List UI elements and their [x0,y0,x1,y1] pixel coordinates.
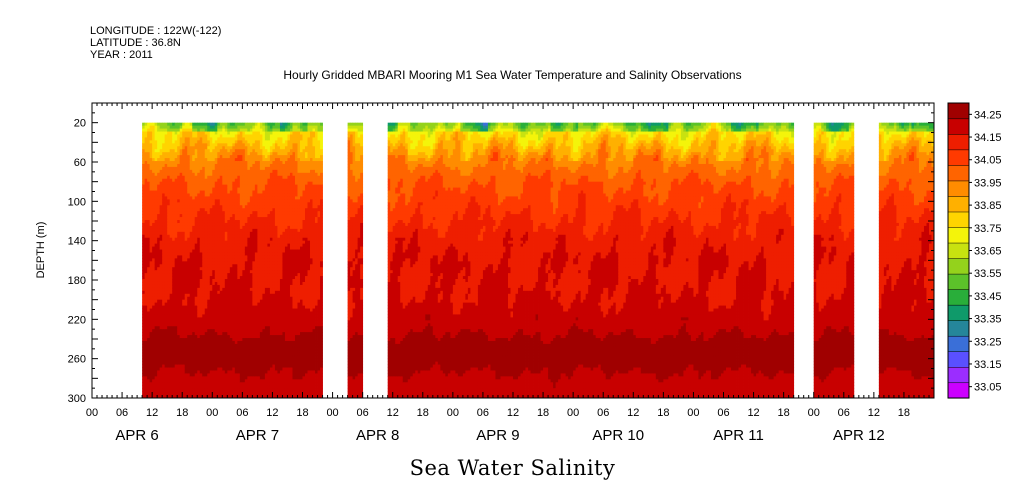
colorbar-swatch [947,133,970,151]
colorbar-level-label: 33.15 [974,359,1002,371]
x-hour-tick-label: 06 [597,407,609,419]
colorbar-swatch [947,320,970,337]
y-tick-label: 20 [74,118,86,130]
colorbar-swatch [947,289,970,306]
chart-title: Hourly Gridded MBARI Mooring M1 Sea Wate… [0,68,1009,82]
y-axis-label: DEPTH (m) [35,222,47,279]
x-hour-tick-label: 18 [537,407,549,419]
colorbar-swatch [947,164,970,182]
x-hour-tick-label: 12 [747,407,759,419]
x-hour-tick-label: 18 [657,407,669,419]
day-label: APR 10 [592,427,644,444]
x-hour-tick-label: 00 [86,407,98,419]
colorbar-swatch [947,118,970,135]
colorbar-swatch [947,366,970,384]
y-axis: 20 60 100 140 180 220 260 300 [68,102,934,405]
colorbar-level-label: 33.25 [974,336,1002,348]
colorbar-swatch [947,242,970,259]
colorbar-level-label: 34.25 [974,109,1002,121]
x-hour-tick-label: 06 [717,407,729,419]
colorbar-level-label: 33.95 [974,177,1002,189]
x-hour-tick-label: 00 [567,407,579,419]
x-hour-tick-label: 00 [687,407,699,419]
x-hour-tick-label: 12 [146,407,158,419]
x-hour-tick-label: 06 [357,407,369,419]
x-hour-tick-label: 06 [236,407,248,419]
colorbar-swatch [947,258,970,275]
latitude-label: LATITUDE : 36.8N [90,37,181,49]
colorbar-swatch [947,335,970,352]
y-tick-label: 300 [68,393,86,405]
day-label: APR 11 [713,427,764,444]
x-hour-tick-label: 18 [417,407,429,419]
x-hour-tick-label: 00 [447,407,459,419]
colorbar-level-label: 33.65 [974,246,1002,258]
data-segment-5 [878,122,934,398]
day-label: APR 12 [833,427,885,444]
colorbar-swatch [947,102,970,120]
data-segment-2 [347,122,364,398]
colorbar-level-label: 33.55 [974,268,1002,280]
colorbar-swatch [947,226,970,244]
colorbar: 34.25 34.15 34.05 33.95 33.85 33.75 33.65 33.55… [947,102,1002,399]
heatmap-area [142,122,934,398]
colorbar-level-label: 33.35 [974,314,1002,326]
y-tick-label: 180 [68,275,86,287]
colorbar-swatch [947,195,970,213]
x-axis: 00 06 12 18 00 06 12 18 00 06 12 18 00 06 12 18 00 06 12 18… [86,103,935,444]
data-segment-3 [387,122,795,398]
colorbar-level-label: 34.15 [974,132,1002,144]
colorbar-swatch [947,351,970,368]
colorbar-level-label: 33.05 [974,382,1002,394]
data-segment-4 [813,122,855,398]
x-hour-tick-label: 12 [627,407,639,419]
x-hour-tick-label: 18 [898,407,910,419]
colorbar-swatch [947,211,970,228]
x-hour-tick-label: 12 [507,407,519,419]
colorbar-swatch [947,304,970,321]
y-tick-label: 220 [68,314,86,326]
colorbar-swatch [947,273,970,290]
x-hour-tick-label: 12 [868,407,880,419]
colorbar-swatch [947,382,970,399]
x-hour-tick-label: 18 [778,407,790,419]
colorbar-swatch [947,149,970,166]
x-hour-tick-label: 18 [176,407,188,419]
day-label: APR 7 [236,427,279,444]
y-tick-label: 60 [74,157,86,169]
x-hour-tick-label: 18 [296,407,308,419]
x-hour-tick-label: 06 [116,407,128,419]
x-axis-label: Sea Water Salinity [0,456,1009,480]
x-hour-tick-label: 12 [387,407,399,419]
x-hour-tick-label: 12 [266,407,278,419]
y-tick-label: 140 [68,236,86,248]
colorbar-level-label: 33.45 [974,291,1002,303]
year-label: YEAR : 2011 [90,49,153,61]
x-hour-tick-label: 00 [326,407,338,419]
colorbar-swatch [947,180,970,197]
colorbar-level-label: 33.75 [974,223,1002,235]
longitude-label: LONGITUDE : 122W(-122) [90,25,221,37]
x-hour-tick-label: 00 [808,407,820,419]
y-tick-label: 260 [68,354,86,366]
x-hour-tick-label: 00 [206,407,218,419]
colorbar-level-label: 33.85 [974,200,1002,212]
x-hour-tick-label: 06 [838,407,850,419]
day-label: APR 9 [476,427,519,444]
data-segment-1 [142,122,323,398]
colorbar-level-label: 34.05 [974,155,1002,167]
y-tick-label: 100 [68,196,86,208]
x-hour-tick-label: 06 [477,407,489,419]
day-label: APR 8 [356,427,399,444]
day-label: APR 6 [115,427,158,444]
